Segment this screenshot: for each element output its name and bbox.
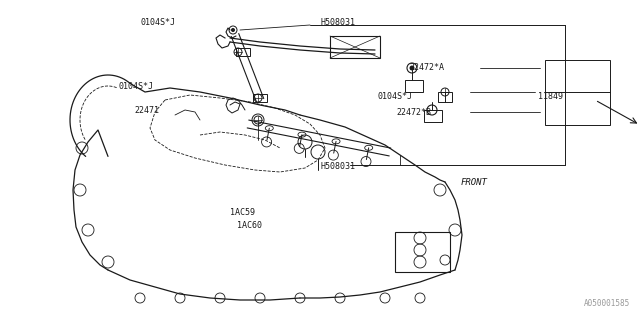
Text: 11849: 11849 [538,92,563,100]
Text: FRONT: FRONT [461,178,488,187]
Bar [424,110,442,122]
Bar [236,48,250,56]
Bar [438,92,452,102]
Text: 1AC59: 1AC59 [230,208,255,217]
Text: 22472*B: 22472*B [397,108,432,116]
Text: 22472*A: 22472*A [410,63,445,72]
Text: A050001585: A050001585 [584,299,630,308]
Bar [405,80,423,92]
Text: 22471: 22471 [134,106,159,115]
Circle shape [410,66,415,70]
Bar [330,36,380,58]
Circle shape [231,28,235,32]
Bar [253,94,267,102]
Text: 0104S*J: 0104S*J [118,82,154,91]
Bar [395,232,450,272]
Bar [545,60,610,125]
Text: 0104S*J: 0104S*J [378,92,413,100]
Text: 0104S*J: 0104S*J [141,18,176,27]
Text: H508031: H508031 [320,18,355,27]
Text: 1AC60: 1AC60 [237,221,262,230]
Text: H508031: H508031 [320,162,355,171]
